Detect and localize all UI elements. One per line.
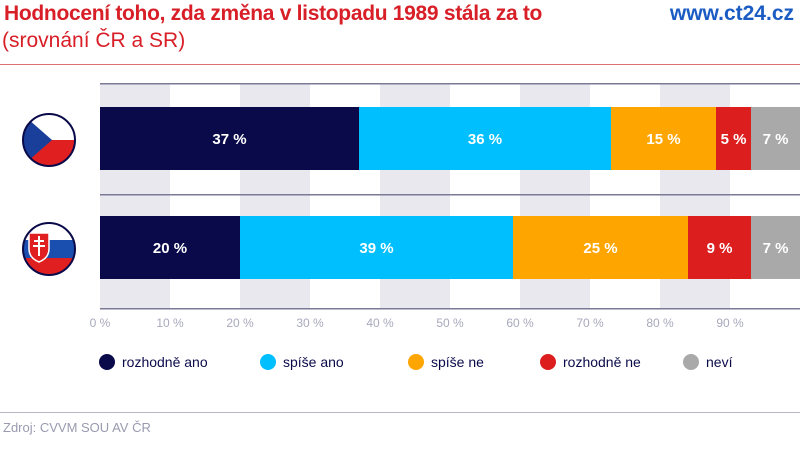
data-label: 15 % bbox=[646, 131, 680, 148]
x-tick-label: 10 % bbox=[156, 316, 184, 330]
legend-item: neví bbox=[683, 354, 733, 370]
x-tick-label: 50 % bbox=[436, 316, 464, 330]
data-label: 25 % bbox=[583, 240, 617, 257]
legend-item: rozhodně ano bbox=[99, 354, 208, 370]
data-label: 7 % bbox=[763, 131, 789, 148]
bar-segment bbox=[751, 107, 800, 170]
legend-item: rozhodně ne bbox=[540, 354, 641, 370]
grid-line bbox=[100, 194, 800, 196]
legend-label: rozhodně ne bbox=[563, 354, 641, 370]
x-tick-label: 40 % bbox=[366, 316, 394, 330]
czech-flag-icon bbox=[22, 113, 76, 167]
data-label: 36 % bbox=[468, 131, 502, 148]
data-label: 20 % bbox=[153, 240, 187, 257]
grid-line bbox=[100, 308, 800, 310]
chart-subtitle: (srovnání ČR a SR) bbox=[2, 29, 186, 52]
data-label: 9 % bbox=[707, 240, 733, 257]
data-label: 7 % bbox=[763, 240, 789, 257]
brand-link[interactable]: www.ct24.cz bbox=[669, 2, 794, 25]
data-label: 5 % bbox=[721, 131, 747, 148]
legend-marker bbox=[408, 354, 424, 370]
x-tick-label: 90 % bbox=[716, 316, 744, 330]
legend-marker bbox=[683, 354, 699, 370]
x-tick-label: 60 % bbox=[506, 316, 534, 330]
bar-segment bbox=[751, 216, 800, 279]
bar-segment bbox=[100, 216, 240, 279]
legend-marker bbox=[99, 354, 115, 370]
x-tick-label: 20 % bbox=[226, 316, 254, 330]
grid-line bbox=[100, 83, 800, 85]
data-label: 39 % bbox=[359, 240, 393, 257]
x-tick-label: 30 % bbox=[296, 316, 324, 330]
legend-item: spíše ne bbox=[408, 354, 484, 370]
slovak-flag-icon bbox=[22, 222, 76, 276]
x-tick-label: 80 % bbox=[646, 316, 674, 330]
data-label: 37 % bbox=[212, 131, 246, 148]
legend-marker bbox=[260, 354, 276, 370]
x-tick-label: 0 % bbox=[90, 316, 111, 330]
legend-item: spíše ano bbox=[260, 354, 344, 370]
legend-label: rozhodně ano bbox=[122, 354, 208, 370]
bar-segment bbox=[100, 107, 359, 170]
header-divider bbox=[0, 64, 800, 65]
bar-segment bbox=[240, 216, 513, 279]
legend-label: spíše ano bbox=[283, 354, 344, 370]
legend-marker bbox=[540, 354, 556, 370]
footer-divider bbox=[0, 412, 800, 413]
bar-segment bbox=[716, 107, 751, 170]
bar-segment bbox=[359, 107, 611, 170]
chart-title: Hodnocení toho, zda změna v listopadu 19… bbox=[4, 2, 543, 25]
x-tick-label: 70 % bbox=[576, 316, 604, 330]
legend-label: neví bbox=[706, 354, 733, 370]
legend-label: spíše ne bbox=[431, 354, 484, 370]
bar-segment bbox=[513, 216, 688, 279]
source-note: Zdroj: CVVM SOU AV ČR bbox=[3, 420, 151, 435]
bar-segment bbox=[688, 216, 751, 279]
bar-segment bbox=[611, 107, 716, 170]
